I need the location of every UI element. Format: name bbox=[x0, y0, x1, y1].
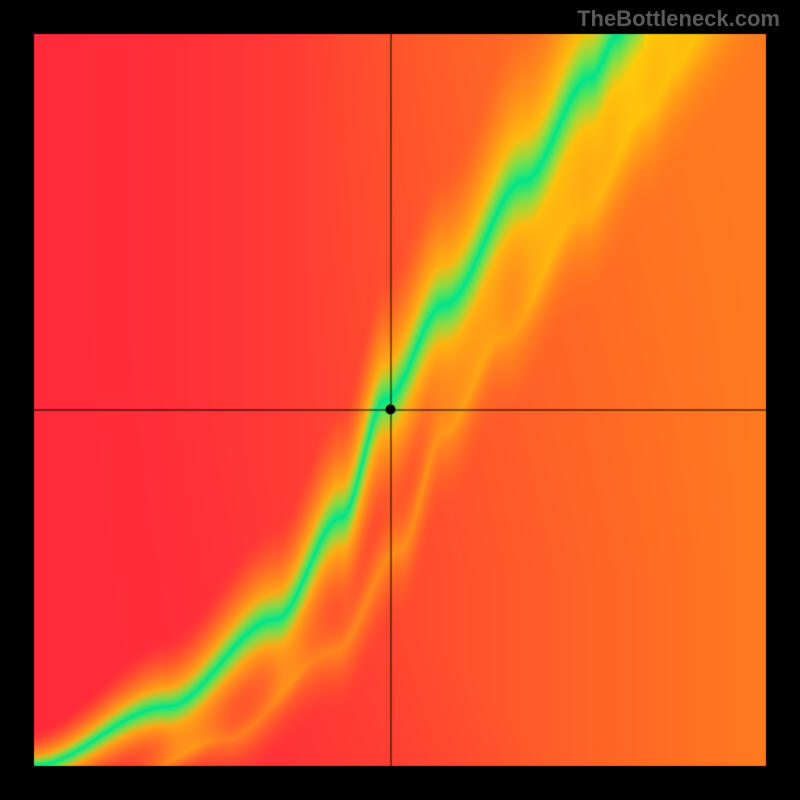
chart-container: TheBottleneck.com bbox=[0, 0, 800, 800]
watermark-text: TheBottleneck.com bbox=[577, 6, 780, 32]
bottleneck-heatmap bbox=[0, 0, 800, 800]
